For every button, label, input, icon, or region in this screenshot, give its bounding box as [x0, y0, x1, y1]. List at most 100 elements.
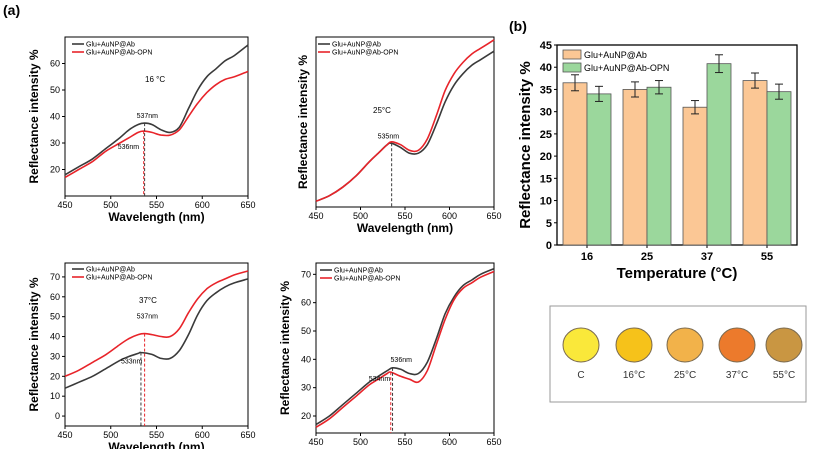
sample-swatch-circle	[562, 327, 600, 363]
bar-legend-swatch	[562, 62, 582, 73]
color-swatch-panel: C 16°C 25°C 37°C 55°C	[549, 305, 807, 403]
y-tick-label: 50	[301, 326, 311, 336]
line-chart-a1: 450 500 550 600 650 20 30 40 50 60 Wavelength (nm)…	[27, 36, 256, 224]
bar-opn-37	[706, 63, 732, 246]
bar-y-tick-label: 30	[540, 107, 552, 119]
bar-x-axis-title: Temperature (°C)	[617, 265, 738, 282]
line-chart-a2: 450 500 550 600 650 Wavelength (nm) Reflectanc…	[296, 36, 502, 235]
panel-label-a: (a)	[3, 2, 20, 18]
peak-annotation: 537nm	[137, 113, 159, 120]
peak-annotation: 535nm	[378, 133, 400, 140]
series-line-0	[64, 44, 249, 176]
x-tick-label: 500	[103, 200, 118, 210]
x-tick-label: 500	[353, 211, 368, 221]
y-tick-label: 20	[50, 371, 60, 381]
y-tick-label: 40	[301, 354, 311, 364]
bar-x-tick-label: 16	[581, 251, 593, 263]
bar-y-tick-label: 5	[546, 218, 552, 230]
x-tick-label: 650	[486, 437, 501, 447]
panel-temperature-label: 16 °C	[145, 75, 165, 84]
bar-y-axis-title: Reflectance intensity %	[517, 61, 534, 229]
y-tick-label: 70	[50, 272, 60, 282]
legend-entry: Glu+AuNP@Ab	[86, 267, 135, 274]
x-axis-title: Wavelength (nm)	[357, 221, 453, 235]
bar-ab-55	[742, 80, 768, 246]
y-axis-title: Reflectance intensity %	[296, 55, 310, 189]
y-tick-label: 60	[301, 298, 311, 308]
y-tick-label: 0	[55, 411, 60, 421]
sample-swatch-label: 55°C	[773, 370, 795, 381]
legend-entry: Glu+AuNP@Ab-OPN	[334, 276, 400, 283]
y-tick-label: 30	[50, 351, 60, 361]
sample-swatch-label: C	[577, 370, 584, 381]
x-tick-label: 450	[308, 437, 323, 447]
panel-temperature-label: 25°C	[373, 106, 391, 115]
panel-temperature-label: 37°C	[139, 296, 157, 305]
bar-y-tick-label: 20	[540, 151, 552, 163]
y-tick-label: 30	[50, 138, 60, 148]
bar-legend-entry: Glu+AuNP@Ab	[584, 50, 647, 60]
y-axis-title: Reflectance intensity %	[278, 281, 292, 415]
y-axis-title: Reflectance intensity %	[27, 277, 41, 411]
y-tick-label: 60	[50, 292, 60, 302]
line-chart-a4: 450 500 550 600 650 20 30 40 50 60 70 Wavelength (n…	[278, 262, 502, 449]
panel-label-b: (b)	[509, 18, 527, 34]
legend-entry: Glu+AuNP@Ab-OPN	[86, 50, 152, 57]
bar-chart-b: 0 5 10 15 20 25 30 35 40 45 16 25 37 55 Temperature (°…	[517, 40, 798, 282]
x-tick-label: 550	[397, 437, 412, 447]
legend-entry: Glu+AuNP@Ab	[332, 42, 381, 49]
bar-opn-55	[766, 91, 792, 246]
x-axis-title: Wavelength (nm)	[108, 440, 204, 449]
plot-frame	[315, 36, 495, 208]
x-axis-title: Wavelength (nm)	[108, 210, 204, 224]
x-tick-label: 600	[442, 437, 457, 447]
x-tick-label: 500	[353, 437, 368, 447]
bar-y-tick-label: 10	[540, 196, 552, 208]
y-tick-label: 40	[50, 112, 60, 122]
bar-ab-16	[562, 82, 588, 246]
x-tick-label: 550	[149, 200, 164, 210]
series-line-1	[315, 270, 495, 428]
sample-swatch-label: 16°C	[623, 370, 645, 381]
sample-swatch-circle	[615, 327, 653, 363]
bar-x-tick-label: 37	[701, 251, 713, 263]
y-tick-label: 60	[50, 59, 60, 69]
y-tick-label: 30	[301, 383, 311, 393]
x-tick-label: 600	[195, 430, 210, 440]
y-axis-title: Reflectance intensity %	[27, 49, 41, 183]
series-line-0	[64, 278, 249, 389]
series-line-1	[315, 39, 495, 203]
bar-legend-swatch	[562, 49, 582, 60]
x-tick-label: 450	[57, 430, 72, 440]
peak-annotation: 534nm	[369, 376, 391, 383]
x-tick-label: 650	[486, 211, 501, 221]
peak-annotation: 533nm	[121, 358, 143, 365]
bar-y-tick-label: 45	[540, 40, 552, 52]
x-tick-label: 550	[149, 430, 164, 440]
x-tick-label: 600	[195, 200, 210, 210]
bar-x-tick-label: 55	[761, 251, 773, 263]
legend-entry: Glu+AuNP@Ab-OPN	[86, 275, 152, 282]
series-line-0	[315, 50, 495, 203]
y-tick-label: 20	[301, 411, 311, 421]
bar-y-tick-label: 15	[540, 173, 552, 185]
x-tick-label: 600	[442, 211, 457, 221]
bar-ab-37	[682, 106, 708, 246]
line-chart-a3: 450 500 550 600 650 0 10 20 30 40 50 60 70 Wavelength…	[27, 262, 256, 449]
bar-y-tick-label: 35	[540, 84, 552, 96]
x-tick-label: 650	[240, 430, 255, 440]
y-tick-label: 70	[301, 269, 311, 279]
series-line-0	[315, 267, 495, 426]
bar-ab-25	[622, 89, 648, 246]
y-tick-label: 40	[50, 332, 60, 342]
bar-legend-entry: Glu+AuNP@Ab-OPN	[584, 63, 669, 73]
sample-swatch-label: 37°C	[726, 370, 748, 381]
sample-swatch-circle	[666, 327, 704, 363]
sample-swatch-circle	[765, 327, 803, 363]
bar-plot-frame	[556, 44, 798, 246]
bar-opn-16	[586, 93, 612, 246]
series-line-1	[64, 270, 249, 378]
peak-annotation: 536nm	[118, 144, 140, 151]
